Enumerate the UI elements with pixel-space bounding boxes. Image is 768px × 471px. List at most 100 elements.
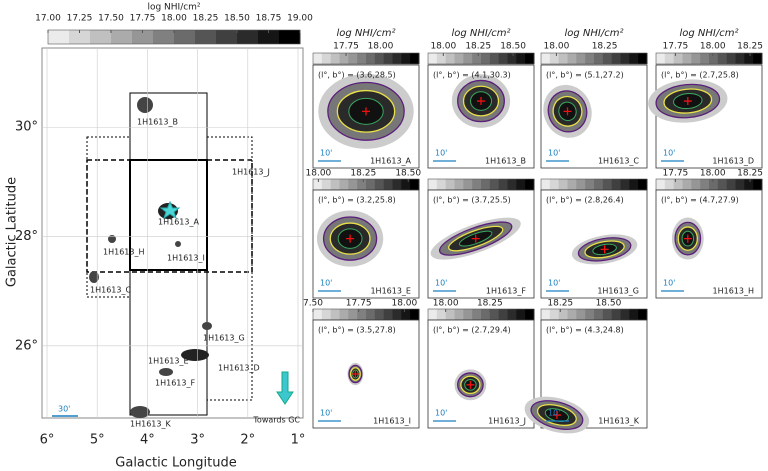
x-tick-label: 6° xyxy=(40,433,55,448)
panel-scale-label: 10' xyxy=(435,409,447,418)
colorbar-step xyxy=(558,179,568,190)
region-box xyxy=(86,136,131,298)
panel-name: 1H1613_D xyxy=(712,157,754,166)
cloud-label: 1H1613_D xyxy=(218,364,260,373)
colorbar-step xyxy=(401,309,411,320)
colorbar-step xyxy=(620,53,630,64)
colorbar-step xyxy=(594,179,604,190)
cloud xyxy=(130,406,150,418)
colorbar-step xyxy=(717,179,728,190)
x-tick-label: 5° xyxy=(90,433,105,448)
colorbar-step xyxy=(525,309,535,320)
colorbar-step xyxy=(594,53,604,64)
panel-coords: (l°, b°) = (2.7,29.4) xyxy=(433,326,511,335)
colorbar-step xyxy=(428,309,438,320)
colorbar-step xyxy=(153,30,175,44)
panel-name: 1H1613_A xyxy=(370,157,411,166)
colorbar-tick-label: 18.50 xyxy=(596,299,622,309)
cloud xyxy=(202,322,212,330)
colorbar-step xyxy=(726,53,736,64)
colorbar-step xyxy=(321,53,332,64)
cloud-label: 1H1613_J xyxy=(232,168,270,177)
colorbar-step xyxy=(700,179,710,190)
cloud-label: 1H1613_A xyxy=(158,218,199,227)
colorbar-step xyxy=(454,309,464,320)
colorbar-step xyxy=(567,179,577,190)
colorbar-step xyxy=(620,179,630,190)
colorbar-step xyxy=(348,309,358,320)
colorbar-step xyxy=(629,179,639,190)
panel-name: 1H1613_E xyxy=(370,287,411,296)
panel-scale-label: 10' xyxy=(548,279,560,288)
colorbar-step xyxy=(567,53,577,64)
panel-scale-label: 10' xyxy=(435,279,447,288)
colorbar-step xyxy=(585,53,595,64)
colorbar-step xyxy=(330,53,340,64)
panel-scale-label: 10' xyxy=(663,279,675,288)
colorbar-step xyxy=(410,309,420,320)
colorbar-step xyxy=(620,309,630,320)
colorbar-frame xyxy=(312,52,420,65)
colorbar-tick-label: 18.00 xyxy=(700,42,726,52)
colorbar-step xyxy=(656,53,666,64)
colorbar-step xyxy=(753,53,763,64)
colorbar-tick-label: 18.50 xyxy=(224,14,250,24)
colorbar-step xyxy=(69,30,91,44)
colorbar-step xyxy=(410,179,420,190)
colorbar-step xyxy=(132,30,154,44)
y-tick-label: 28° xyxy=(15,229,38,244)
panel-colorbar-title: log NHI/cm² xyxy=(565,28,624,39)
colorbar-step xyxy=(691,179,701,190)
colorbar-tick-label: 18.00 xyxy=(430,42,456,52)
panel-scale-label: 10' xyxy=(548,149,560,158)
colorbar-step xyxy=(366,53,376,64)
colorbar-step xyxy=(330,179,340,190)
colorbar-step xyxy=(445,309,455,320)
x-tick-label: 1° xyxy=(291,433,306,448)
cloud xyxy=(181,349,209,361)
cloud-label: 1H1613_K xyxy=(130,420,171,429)
colorbar-step xyxy=(111,30,133,44)
x-tick-label: 2° xyxy=(240,433,255,448)
colorbar-step xyxy=(717,53,728,64)
colorbar-tick-label: 18.25 xyxy=(465,42,491,52)
y-axis-label: Galactic Latitude xyxy=(5,177,20,287)
colorbar-step xyxy=(541,179,551,190)
colorbar-step xyxy=(611,53,621,64)
colorbar-step xyxy=(454,179,464,190)
colorbar-step xyxy=(313,179,323,190)
colorbar-tick-label: 18.00 xyxy=(391,299,417,309)
panel-scale-label: 10' xyxy=(663,149,675,158)
colorbar-step xyxy=(691,53,701,64)
colorbar-step xyxy=(357,179,367,190)
colorbar-step xyxy=(357,53,367,64)
colorbar-step xyxy=(638,53,648,64)
colorbar-step xyxy=(174,30,196,44)
panel-name: 1H1613_J xyxy=(488,417,526,426)
colorbar-step xyxy=(507,53,517,64)
colorbar-step xyxy=(237,30,259,44)
colorbar-step xyxy=(516,179,526,190)
colorbar-step xyxy=(428,53,438,64)
colorbar-tick-label: 18.00 xyxy=(368,42,394,52)
colorbar-step xyxy=(445,53,455,64)
colorbar-tick-label: 17.00 xyxy=(35,14,61,24)
center-marker xyxy=(351,370,360,378)
colorbar-step xyxy=(392,309,402,320)
colorbar-step xyxy=(558,53,568,64)
center-marker xyxy=(552,411,561,420)
colorbar-step xyxy=(195,30,217,44)
colorbar-tick-label: 18.25 xyxy=(737,169,763,179)
colorbar-step xyxy=(383,309,393,320)
colorbar-tick-label: 18.50 xyxy=(395,169,421,179)
center-marker xyxy=(466,380,475,389)
panel-name: 1H1613_I xyxy=(373,417,411,426)
colorbar-step xyxy=(90,30,112,44)
colorbar-step xyxy=(330,309,340,320)
cloud-label: 1H1613_C xyxy=(90,286,131,295)
cloud-label: 1H1613_E xyxy=(148,357,189,366)
colorbar-title: log NHI/cm² xyxy=(147,3,200,13)
colorbar-tick-label: 17.75 xyxy=(346,299,372,309)
colorbar-tick-label: 18.00 xyxy=(161,14,187,24)
